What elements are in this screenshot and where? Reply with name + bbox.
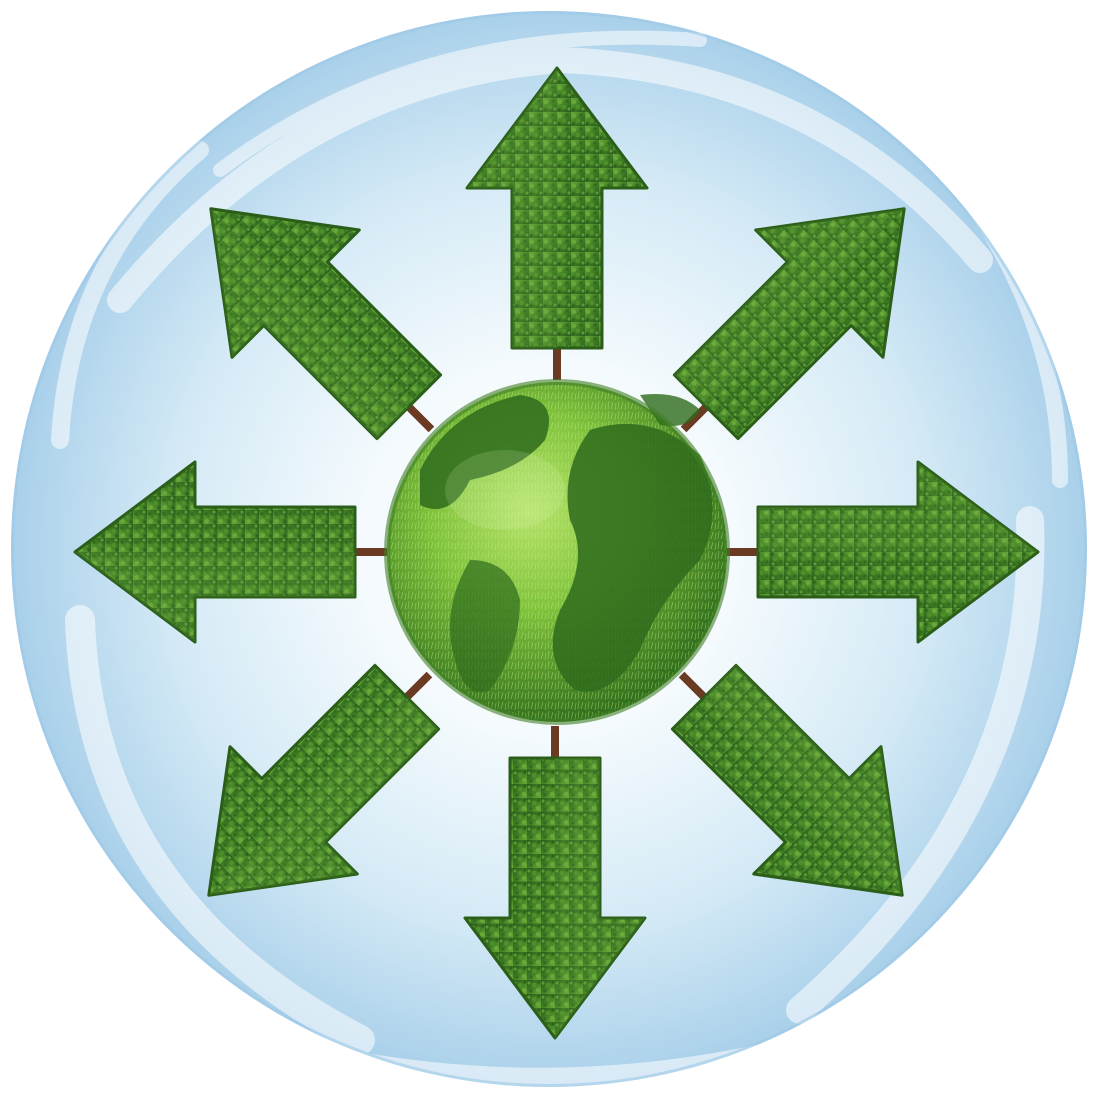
grass-globe <box>384 379 730 725</box>
